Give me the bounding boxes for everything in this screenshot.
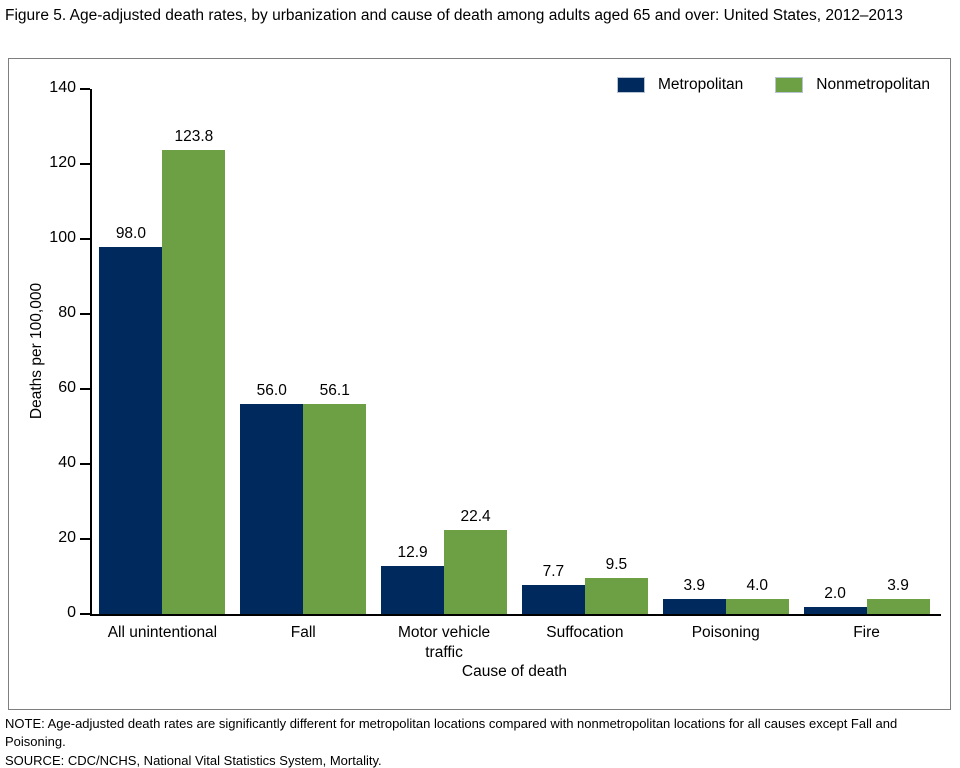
- x-tick-label: Motor vehicle traffic: [397, 624, 491, 662]
- y-tick-mark: [80, 538, 90, 540]
- bar-value-label: 3.9: [887, 577, 909, 595]
- bar-metropolitan: [803, 606, 867, 614]
- bar-nonmetropolitan: [584, 578, 648, 614]
- bar-group: 3.9 4.0 Poisoning: [655, 89, 796, 641]
- y-tick-label: 140: [49, 79, 76, 96]
- source-text: SOURCE: CDC/NCHS, National Vital Statist…: [5, 752, 382, 768]
- bar-value-label: 7.7: [542, 563, 565, 581]
- bar-value-label: 22.4: [460, 508, 491, 525]
- bar-nonmetropolitan: [866, 599, 930, 614]
- bar-metropolitan: [99, 246, 163, 614]
- y-tick-label: 120: [49, 154, 76, 171]
- bar-metropolitan: [662, 599, 726, 614]
- x-axis-line: [90, 614, 941, 616]
- bar-wrap: 3.9: [866, 577, 930, 614]
- y-tick-mark: [80, 163, 90, 165]
- y-tick-label: 100: [49, 229, 76, 246]
- bar-wrap: 22.4: [444, 508, 508, 614]
- note-text: NOTE: Age-adjusted death rates are signi…: [5, 716, 898, 750]
- bar-value-label: 123.8: [174, 127, 214, 145]
- y-tick-label: 60: [58, 379, 76, 396]
- y-tick-label: 20: [58, 529, 76, 546]
- y-tick-mark: [80, 238, 90, 240]
- bar-value-label: 56.0: [256, 382, 287, 399]
- figure-notes: NOTE: Age-adjusted death rates are signi…: [5, 715, 955, 768]
- y-tick-mark: [80, 388, 90, 390]
- legend: Metropolitan Nonmetropolitan: [616, 76, 930, 94]
- legend-label-metropolitan: Metropolitan: [657, 76, 744, 93]
- bar-group: 98.0 123.8 All unintentional: [92, 89, 233, 641]
- y-tick-label: 80: [58, 304, 76, 321]
- bar-metropolitan: [240, 404, 304, 614]
- bar-value-label: 98.0: [115, 224, 146, 242]
- x-tick-label: Suffocation: [546, 624, 624, 641]
- bar-value-label: 9.5: [605, 556, 628, 574]
- bar-nonmetropolitan: [444, 530, 508, 614]
- bar-nonmetropolitan: [725, 599, 789, 614]
- y-tick-mark: [80, 313, 90, 315]
- legend-swatch-nonmetropolitan-icon: [775, 77, 804, 93]
- legend-label-nonmetropolitan: Nonmetropolitan: [816, 76, 930, 93]
- x-tick-label: Poisoning: [691, 624, 760, 641]
- bar-wrap: 56.1: [303, 382, 367, 614]
- y-tick-label: 40: [58, 454, 76, 471]
- figure-title: Figure 5. Age-adjusted death rates, by u…: [5, 7, 903, 24]
- x-tick-label: All unintentional: [107, 624, 218, 641]
- bar-value-label: 12.9: [397, 543, 428, 561]
- bar-value-label: 2.0: [824, 584, 846, 602]
- bar-group: 12.9 22.4 Motor vehicle traffic: [374, 89, 515, 661]
- x-tick-label: Fall: [290, 624, 316, 641]
- bar-metropolitan: [381, 565, 445, 614]
- bar-wrap: 2.0: [803, 585, 867, 614]
- bar-nonmetropolitan: [303, 403, 367, 614]
- bar-wrap: 98.0: [99, 225, 163, 614]
- bar-value-label: 4.0: [746, 577, 769, 594]
- bar-group: 2.0 3.9 Fire: [796, 89, 937, 641]
- bar-group: 56.0 56.1 Fall: [233, 89, 374, 641]
- plot-area: 0 20 40 60 80 100 120 140 98.0 123.8 All unintenti…: [49, 79, 941, 661]
- bar-nonmetropolitan: [162, 149, 226, 614]
- legend-swatch-metropolitan-icon: [616, 77, 645, 93]
- bar-wrap: 9.5: [584, 556, 648, 614]
- bar-wrap: 3.9: [662, 577, 726, 614]
- bar-metropolitan: [521, 585, 585, 614]
- y-tick-mark: [80, 463, 90, 465]
- bar-wrap: 4.0: [725, 577, 789, 614]
- bar-value-label: 56.1: [319, 381, 350, 399]
- bar-wrap: 56.0: [240, 382, 304, 614]
- y-tick-mark: [80, 88, 90, 90]
- bar-wrap: 7.7: [521, 563, 585, 614]
- x-axis-title: Cause of death: [461, 663, 568, 680]
- bar-wrap: 123.8: [162, 128, 226, 614]
- y-axis-line: [90, 89, 92, 616]
- chart-panel: Metropolitan Nonmetropolitan Deaths per …: [8, 58, 951, 710]
- bar-group: 7.7 9.5 Suffocation: [515, 89, 656, 641]
- x-tick-label: Fire: [853, 624, 880, 641]
- bar-wrap: 12.9: [381, 544, 445, 614]
- legend-item-metropolitan: Metropolitan: [616, 76, 744, 94]
- y-tick-mark: [80, 613, 90, 615]
- legend-item-nonmetropolitan: Nonmetropolitan: [775, 76, 930, 94]
- bar-value-label: 3.9: [683, 577, 706, 595]
- y-tick-label: 0: [67, 604, 76, 621]
